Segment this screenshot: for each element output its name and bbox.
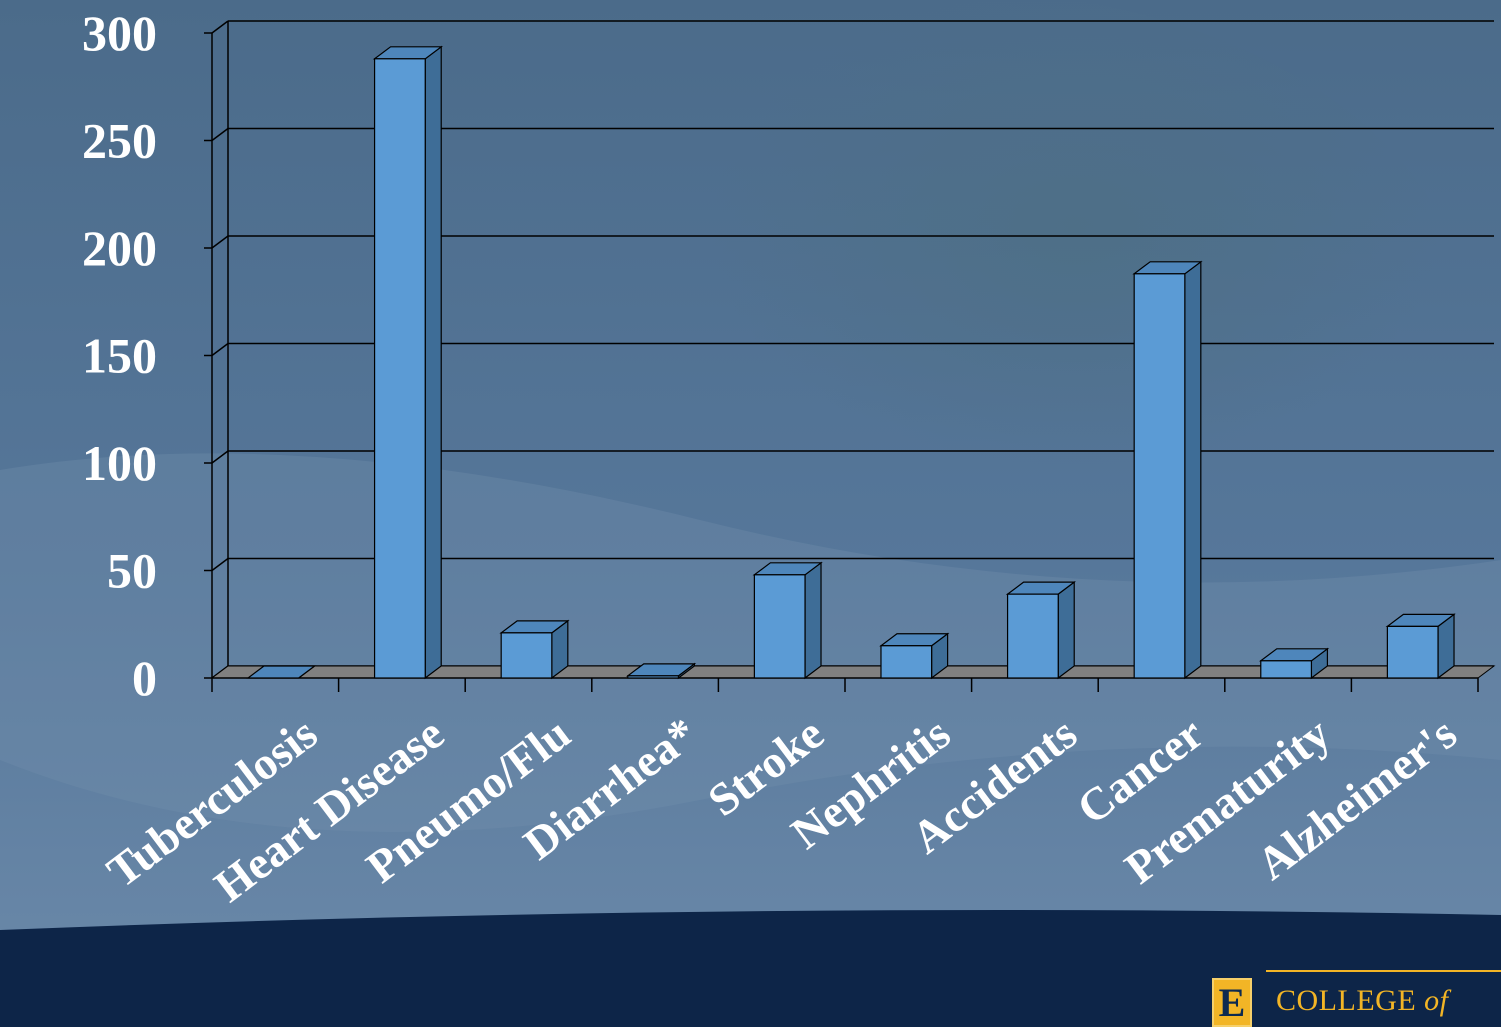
gridline-side <box>211 342 229 357</box>
gridline-side <box>211 20 229 34</box>
bar-heart-disease <box>372 45 444 680</box>
bar-front <box>880 645 933 679</box>
bar-diarrhea <box>625 662 697 680</box>
bar-front <box>500 632 553 679</box>
bar-front <box>753 574 806 679</box>
logo-text: COLLEGE of <box>1276 984 1448 1018</box>
bar-side <box>424 45 442 680</box>
y-tick-label: 50 <box>107 543 157 599</box>
y-tick-label: 300 <box>82 5 157 61</box>
footer-band <box>0 910 1501 1027</box>
logo-text-of: of <box>1424 984 1449 1017</box>
logo-text-main: COLLEGE <box>1276 984 1417 1017</box>
bar-prematurity <box>1258 647 1330 680</box>
gridline-side <box>211 127 229 142</box>
gridline-side <box>211 235 229 249</box>
y-tick-labels: 0 50 100 150 200 250 300 <box>82 5 157 706</box>
bar-alzheimer-s <box>1385 613 1456 680</box>
y-tick-label: 100 <box>82 435 157 491</box>
bar-accidents <box>1005 580 1077 680</box>
bar-front <box>1386 625 1439 679</box>
bar-front <box>1006 593 1059 679</box>
bar-front <box>1133 273 1186 679</box>
bar-cancer <box>1132 260 1203 680</box>
gridline-side <box>211 450 229 464</box>
bar-front <box>627 675 680 679</box>
bar-pneumo-flu <box>499 619 570 680</box>
bar-front <box>1260 660 1313 679</box>
y-tick-label: 200 <box>82 220 157 276</box>
y-tick-label: 0 <box>132 650 157 706</box>
y-tick-label: 250 <box>82 113 157 169</box>
bars <box>246 45 1456 680</box>
bar-nephritis <box>879 632 950 680</box>
college-logo: E COLLEGE of <box>1212 970 1501 1027</box>
logo-rule <box>1266 970 1501 972</box>
bar-top <box>246 665 317 679</box>
bar-side <box>1184 260 1202 680</box>
bar-side <box>1057 580 1075 680</box>
bar-side <box>804 561 822 680</box>
gridline-side <box>211 557 229 572</box>
bar-front <box>373 58 426 679</box>
y-tick-label: 150 <box>82 328 157 384</box>
bar-tuberculosis <box>246 665 317 679</box>
logo-mark: E <box>1212 978 1252 1027</box>
bar-stroke <box>752 561 823 680</box>
